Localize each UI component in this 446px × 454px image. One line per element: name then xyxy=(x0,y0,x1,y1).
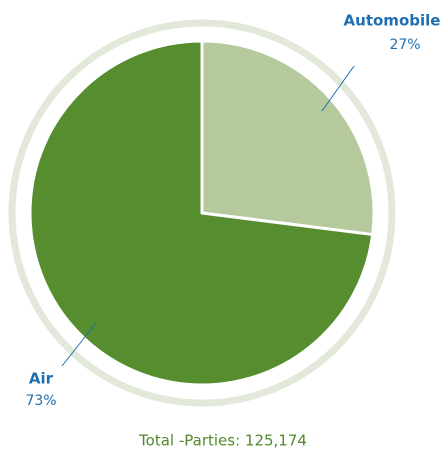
pie-ring xyxy=(8,19,396,407)
slice-value-label: 73% xyxy=(25,393,56,409)
leader-line xyxy=(61,322,97,367)
slice-value-label: 27% xyxy=(389,37,420,53)
leader-line xyxy=(321,65,355,112)
slice-label: Automobile xyxy=(344,12,441,30)
slice-label: Air xyxy=(29,370,54,388)
pie-slice xyxy=(200,39,376,237)
footer: Total -Parties: 125,174 xyxy=(138,432,307,450)
pie-slice xyxy=(28,39,375,387)
slices xyxy=(28,39,376,387)
